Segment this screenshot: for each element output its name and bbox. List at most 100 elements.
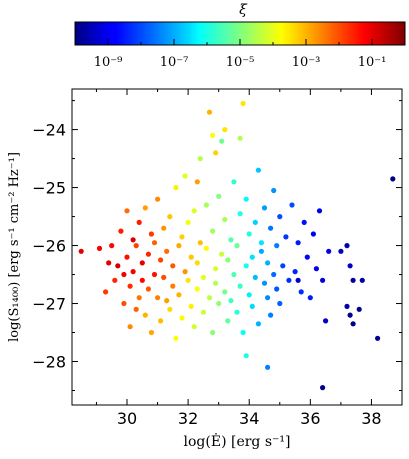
data-point	[213, 280, 219, 286]
data-point	[106, 260, 112, 266]
data-point	[390, 176, 396, 182]
data-point	[228, 298, 234, 304]
data-point	[219, 138, 225, 144]
data-point	[121, 271, 127, 278]
data-point	[243, 196, 249, 202]
data-point	[323, 318, 329, 324]
data-point	[191, 324, 197, 330]
data-point	[258, 248, 264, 254]
data-point	[145, 286, 151, 292]
data-point	[188, 254, 194, 260]
data-point	[252, 274, 258, 280]
x-axis-ticks: 30 32 34 36 38	[95, 89, 382, 428]
y-tick-label: −26	[32, 237, 66, 256]
data-point	[249, 254, 255, 260]
data-point	[136, 295, 142, 301]
data-point	[188, 303, 194, 309]
data-point	[298, 289, 304, 295]
data-point	[194, 286, 200, 292]
data-point	[258, 240, 264, 246]
scatter-points	[78, 100, 396, 391]
data-point	[203, 202, 209, 208]
data-point	[347, 312, 353, 318]
data-point	[216, 300, 222, 307]
data-point	[130, 269, 136, 275]
y-tick-label: −24	[32, 121, 66, 140]
data-point	[124, 208, 130, 214]
x-tick-label: 32	[178, 409, 198, 428]
data-point	[356, 306, 362, 312]
data-point	[148, 231, 154, 237]
data-point	[78, 248, 84, 254]
data-point	[151, 271, 158, 278]
data-point	[155, 295, 161, 301]
colorbar-tick-label: 10⁻⁵	[226, 55, 255, 70]
data-point	[182, 269, 188, 275]
data-point	[277, 214, 283, 220]
data-point	[179, 234, 185, 240]
data-point	[271, 187, 277, 194]
data-point	[200, 274, 206, 280]
data-point	[161, 274, 167, 280]
data-point	[375, 335, 381, 341]
data-point	[268, 312, 274, 318]
data-point	[170, 263, 176, 269]
y-tick-label: −27	[32, 295, 66, 314]
data-point	[231, 179, 237, 185]
data-point	[96, 245, 103, 251]
data-point	[210, 132, 216, 138]
data-point	[133, 306, 139, 312]
data-point	[194, 179, 200, 185]
data-point	[161, 225, 167, 231]
data-point	[112, 277, 118, 283]
data-point	[148, 329, 154, 336]
data-point	[295, 240, 301, 246]
data-point	[228, 237, 234, 243]
x-tick-label: 34	[239, 409, 259, 428]
data-point	[219, 251, 225, 257]
data-point	[151, 240, 158, 246]
data-point	[350, 277, 356, 283]
data-point	[240, 100, 246, 107]
data-point	[121, 300, 127, 307]
data-point	[155, 196, 161, 202]
y-tick-label: −25	[32, 179, 66, 198]
data-point	[277, 300, 283, 307]
data-point	[225, 257, 231, 263]
data-point	[246, 231, 252, 237]
data-point	[115, 263, 121, 269]
data-point	[243, 263, 249, 269]
data-point	[145, 251, 151, 257]
data-point	[197, 156, 203, 162]
data-point	[237, 135, 243, 141]
data-point	[286, 277, 292, 283]
data-point	[344, 303, 350, 309]
colorbar-ticks: 10⁻⁹ 10⁻⁷ 10⁻⁵ 10⁻³ 10⁻¹	[74, 39, 406, 70]
y-axis-ticks: −24 −25 −26 −27 −28	[32, 100, 402, 392]
data-point	[261, 280, 268, 286]
data-point	[283, 234, 289, 240]
data-point	[130, 237, 136, 243]
data-point	[164, 248, 170, 254]
data-point	[225, 318, 231, 324]
data-point	[127, 283, 133, 289]
data-point	[237, 211, 243, 217]
data-point	[118, 228, 124, 234]
data-point	[268, 225, 274, 231]
colorbar-label: ξ	[239, 2, 248, 18]
data-point	[222, 216, 228, 223]
plot-frame	[71, 88, 403, 406]
data-point	[210, 329, 216, 336]
data-point	[338, 248, 344, 254]
y-axis-label: log(S₁₄₀₀) [erg s⁻¹ cm⁻² Hz⁻¹]	[7, 152, 22, 342]
data-point	[142, 205, 148, 211]
colorbar-tick-label: 10⁻³	[292, 55, 321, 70]
data-point	[158, 318, 164, 324]
data-point	[179, 315, 185, 321]
data-point	[320, 277, 326, 283]
colorbar-tick-label: 10⁻¹	[358, 55, 387, 70]
data-point	[265, 364, 271, 370]
data-point	[255, 167, 261, 173]
data-point	[307, 295, 313, 301]
data-point	[182, 173, 188, 179]
